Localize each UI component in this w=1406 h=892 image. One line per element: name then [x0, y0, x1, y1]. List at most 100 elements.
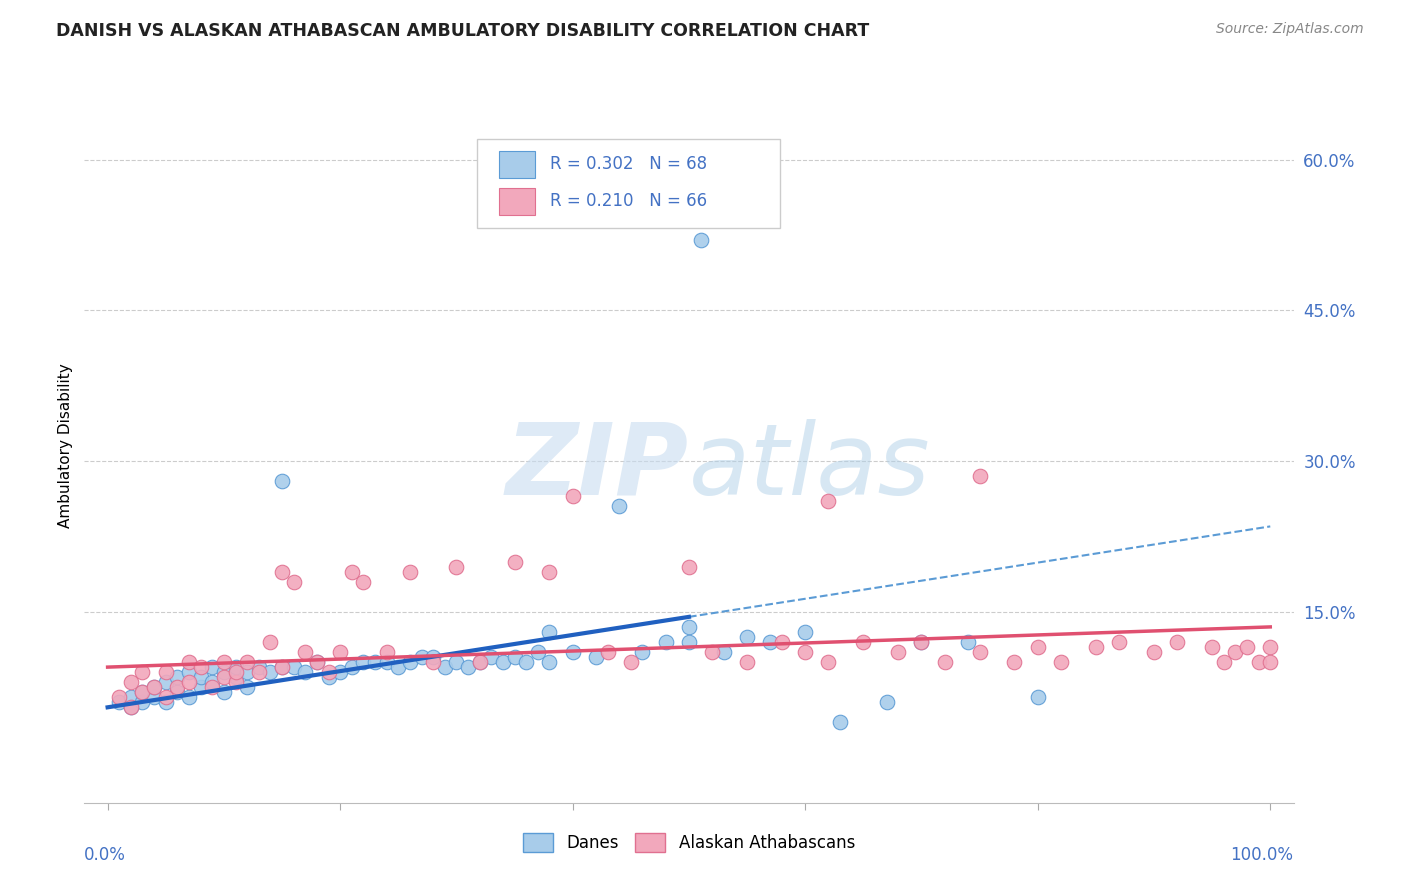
Point: [190, 660, 212, 674]
Text: R = 0.302   N = 68: R = 0.302 N = 68: [550, 155, 707, 173]
Point: [399, 565, 422, 579]
Point: [271, 565, 294, 579]
Point: [329, 645, 352, 659]
Point: [108, 695, 131, 709]
Point: [225, 670, 247, 684]
Point: [527, 645, 550, 659]
Point: [770, 635, 793, 649]
Point: [479, 650, 502, 665]
Point: [503, 555, 526, 569]
Point: [1258, 655, 1281, 669]
Point: [1108, 635, 1130, 649]
Point: [236, 665, 259, 680]
Point: [155, 695, 177, 709]
Point: [689, 233, 711, 247]
Point: [399, 655, 422, 669]
Point: [131, 695, 153, 709]
Point: [108, 690, 131, 705]
Point: [143, 690, 166, 705]
Point: [143, 680, 166, 694]
Point: [201, 680, 224, 694]
Point: [794, 645, 817, 659]
Point: [166, 685, 188, 699]
Point: [503, 650, 526, 665]
Point: [318, 670, 340, 684]
Text: DANISH VS ALASKAN ATHABASCAN AMBULATORY DISABILITY CORRELATION CHART: DANISH VS ALASKAN ATHABASCAN AMBULATORY …: [56, 22, 869, 40]
Point: [212, 655, 235, 669]
Point: [143, 680, 166, 694]
Point: [1247, 655, 1270, 669]
Point: [225, 675, 247, 690]
Point: [817, 494, 839, 508]
Point: [318, 665, 340, 680]
Point: [271, 660, 294, 674]
Point: [1026, 690, 1049, 705]
Point: [120, 675, 142, 690]
Point: [538, 565, 561, 579]
Point: [131, 685, 153, 699]
Point: [1258, 640, 1281, 654]
Point: [713, 645, 735, 659]
Point: [678, 620, 700, 634]
Text: Source: ZipAtlas.com: Source: ZipAtlas.com: [1216, 22, 1364, 37]
FancyBboxPatch shape: [499, 151, 536, 178]
FancyBboxPatch shape: [478, 139, 780, 228]
Text: atlas: atlas: [689, 419, 931, 516]
Point: [678, 635, 700, 649]
Point: [177, 675, 200, 690]
Point: [1225, 645, 1247, 659]
Point: [1166, 635, 1188, 649]
Point: [969, 645, 991, 659]
Point: [190, 670, 212, 684]
Text: 100.0%: 100.0%: [1230, 846, 1294, 863]
Point: [735, 655, 758, 669]
Point: [120, 690, 142, 705]
Point: [225, 665, 247, 680]
Point: [305, 655, 328, 669]
Point: [468, 655, 491, 669]
Point: [375, 655, 398, 669]
Point: [596, 645, 619, 659]
Point: [1236, 640, 1258, 654]
Point: [212, 685, 235, 699]
Text: ZIP: ZIP: [506, 419, 689, 516]
Point: [259, 665, 281, 680]
Point: [177, 665, 200, 680]
Point: [201, 675, 224, 690]
Point: [934, 655, 956, 669]
Point: [155, 690, 177, 705]
Text: R = 0.210   N = 66: R = 0.210 N = 66: [550, 193, 707, 211]
Point: [702, 645, 724, 659]
Point: [352, 574, 374, 589]
Point: [515, 655, 537, 669]
Point: [375, 645, 398, 659]
Point: [283, 660, 305, 674]
Point: [212, 670, 235, 684]
Point: [1026, 640, 1049, 654]
Point: [678, 559, 700, 574]
Point: [294, 665, 316, 680]
Point: [457, 660, 479, 674]
Point: [271, 660, 294, 674]
Point: [492, 655, 515, 669]
Point: [1212, 655, 1234, 669]
Point: [561, 489, 583, 503]
Point: [166, 680, 188, 694]
Point: [236, 655, 259, 669]
Point: [468, 655, 491, 669]
Point: [247, 660, 270, 674]
Point: [411, 650, 433, 665]
Point: [340, 660, 363, 674]
Point: [247, 665, 270, 680]
Point: [446, 559, 468, 574]
Point: [585, 650, 607, 665]
Point: [120, 700, 142, 714]
Point: [340, 565, 363, 579]
Point: [120, 700, 142, 714]
Point: [236, 680, 259, 694]
Point: [131, 685, 153, 699]
Point: [969, 469, 991, 483]
Point: [422, 650, 444, 665]
Point: [329, 665, 352, 680]
Point: [561, 645, 583, 659]
